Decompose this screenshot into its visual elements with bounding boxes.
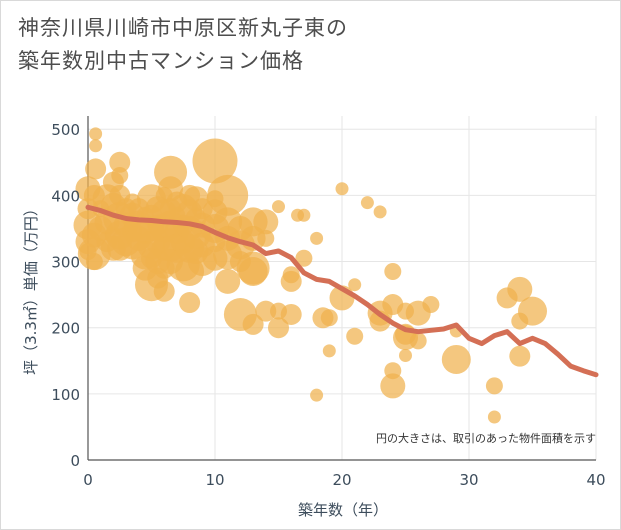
y-axis-label: 坪（3.3㎡）単価（万円）: [22, 201, 40, 375]
x-axis-label: 築年数（年）: [298, 501, 388, 519]
scatter-point: [487, 410, 501, 424]
scatter-point: [179, 292, 201, 314]
scatter-point: [384, 262, 402, 280]
scatter-point: [322, 344, 336, 358]
scatter-point: [89, 127, 103, 141]
scatter-point: [255, 300, 277, 322]
chart-title: 神奈川県川崎市中原区新丸子東の 築年数別中古マンション価格: [18, 16, 348, 73]
x-tick-label: 20: [332, 471, 351, 489]
scatter-point: [280, 270, 302, 292]
y-tick-label: 0: [70, 452, 80, 470]
y-tick-label: 100: [51, 386, 80, 404]
x-tick-label: 0: [83, 471, 93, 489]
scatter-point: [485, 377, 503, 395]
scatter-point: [297, 208, 311, 222]
scatter-point: [335, 182, 349, 196]
scatter-point: [272, 200, 285, 214]
y-tick-label: 300: [51, 254, 80, 272]
x-tick-label: 30: [459, 471, 478, 489]
scatter-point: [85, 253, 103, 271]
scatter-point: [257, 229, 275, 247]
scatter-point: [422, 296, 440, 314]
scatter-point: [238, 256, 268, 286]
points-layer: [73, 127, 547, 424]
scatter-point: [373, 205, 387, 219]
scatter-point: [268, 317, 289, 339]
scatter-point: [242, 313, 264, 335]
scatter-point: [409, 332, 427, 350]
trend-line: [85, 204, 599, 378]
scatter-point: [360, 196, 374, 210]
scatter-point: [111, 167, 129, 185]
scatter-point: [441, 344, 471, 374]
scatter-point: [153, 280, 175, 302]
x-tick-label: 10: [205, 471, 224, 489]
size-note: 円の大きさは、取引のあった物件面積を示す: [376, 431, 596, 445]
scatter-point: [207, 174, 249, 216]
scatter-point: [280, 303, 302, 325]
scatter-point: [310, 231, 324, 245]
scatter-point: [253, 209, 279, 235]
scatter-point: [399, 348, 412, 362]
x-tick-label: 40: [586, 471, 605, 489]
scatter-point: [295, 249, 313, 267]
y-tick-label: 500: [51, 121, 80, 139]
scatter-point: [89, 139, 103, 153]
scatter-point: [518, 296, 547, 326]
scatter-point: [215, 268, 241, 294]
scatter-point: [348, 278, 362, 292]
scatter-point: [346, 327, 364, 345]
scatter-point: [85, 158, 107, 180]
y-tick-label: 400: [51, 187, 80, 205]
scatter-point: [507, 276, 533, 302]
ticks: 0 100 200 300 400 500 0 10 20 30 40: [51, 121, 605, 489]
scatter-point: [380, 373, 406, 399]
scatter-point: [310, 388, 324, 402]
scatter-point: [109, 151, 131, 173]
trend-layer: [85, 204, 599, 378]
scatter-point: [192, 138, 238, 184]
y-tick-label: 200: [51, 320, 80, 338]
scatter-point: [509, 345, 531, 367]
scatter-point: [320, 309, 338, 327]
